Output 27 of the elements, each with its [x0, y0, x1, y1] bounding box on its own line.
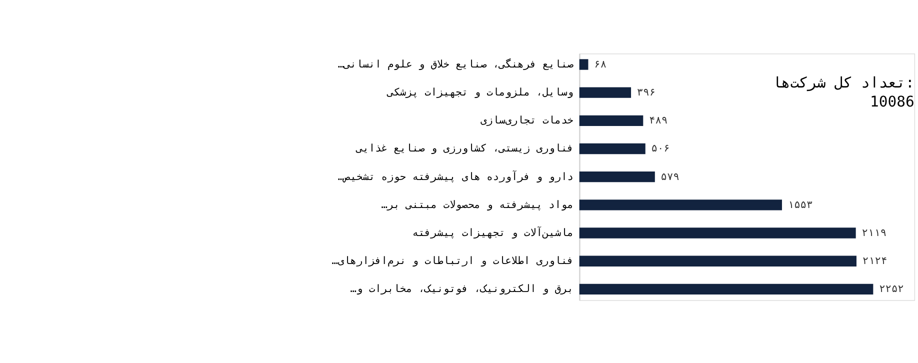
y-tick-label: خدمات تجاری‌سازی: [480, 114, 574, 127]
data-label: ۲۱۲۴: [862, 255, 888, 268]
data-label: ۵۷۹: [660, 170, 680, 183]
y-tick-label: برق و الکترونیک، فوتونیک، مخابرات و…: [350, 283, 574, 296]
bar: [579, 228, 856, 238]
y-tick-label: ماشین‌آلات و تجهیزات پیشرفته: [412, 226, 574, 239]
data-label: ۶۸: [594, 58, 607, 70]
y-tick-label: وسایل، ملزومات و تجهیزات پزشکی: [386, 86, 574, 99]
y-tick-label: فناوری زیستی، کشاورزی و صنایع غذایی: [355, 142, 574, 155]
y-tick-label: صنایع فرهنگی، صنایع خلاق و علوم انسانی…: [338, 57, 574, 70]
bar: [579, 143, 646, 154]
data-label: ۳۹۶: [636, 86, 656, 99]
bar: [579, 87, 632, 98]
bar: [579, 200, 782, 210]
bar: [579, 172, 655, 182]
y-tick-label: مواد پیشرفته و محصولات مبتنی بر…: [381, 198, 574, 211]
data-label: ۲۱۱۹: [862, 226, 887, 239]
y-tick-label: دارو و فرآورده های پیشرفته حوزه تشخیص…: [338, 170, 574, 183]
bar: [579, 59, 588, 70]
bar: [579, 256, 856, 266]
y-tick-label: فناوری اطلاعات و ارتباطات و نرم‌افزارهای…: [332, 255, 574, 268]
bar: [579, 115, 644, 126]
data-label: ۵۰۶: [651, 142, 670, 155]
data-label: ۲۲۵۲: [879, 283, 904, 296]
bar: [579, 284, 874, 295]
data-label: ۱۵۵۳: [788, 198, 813, 211]
data-label: ۴۸۹: [649, 114, 668, 127]
